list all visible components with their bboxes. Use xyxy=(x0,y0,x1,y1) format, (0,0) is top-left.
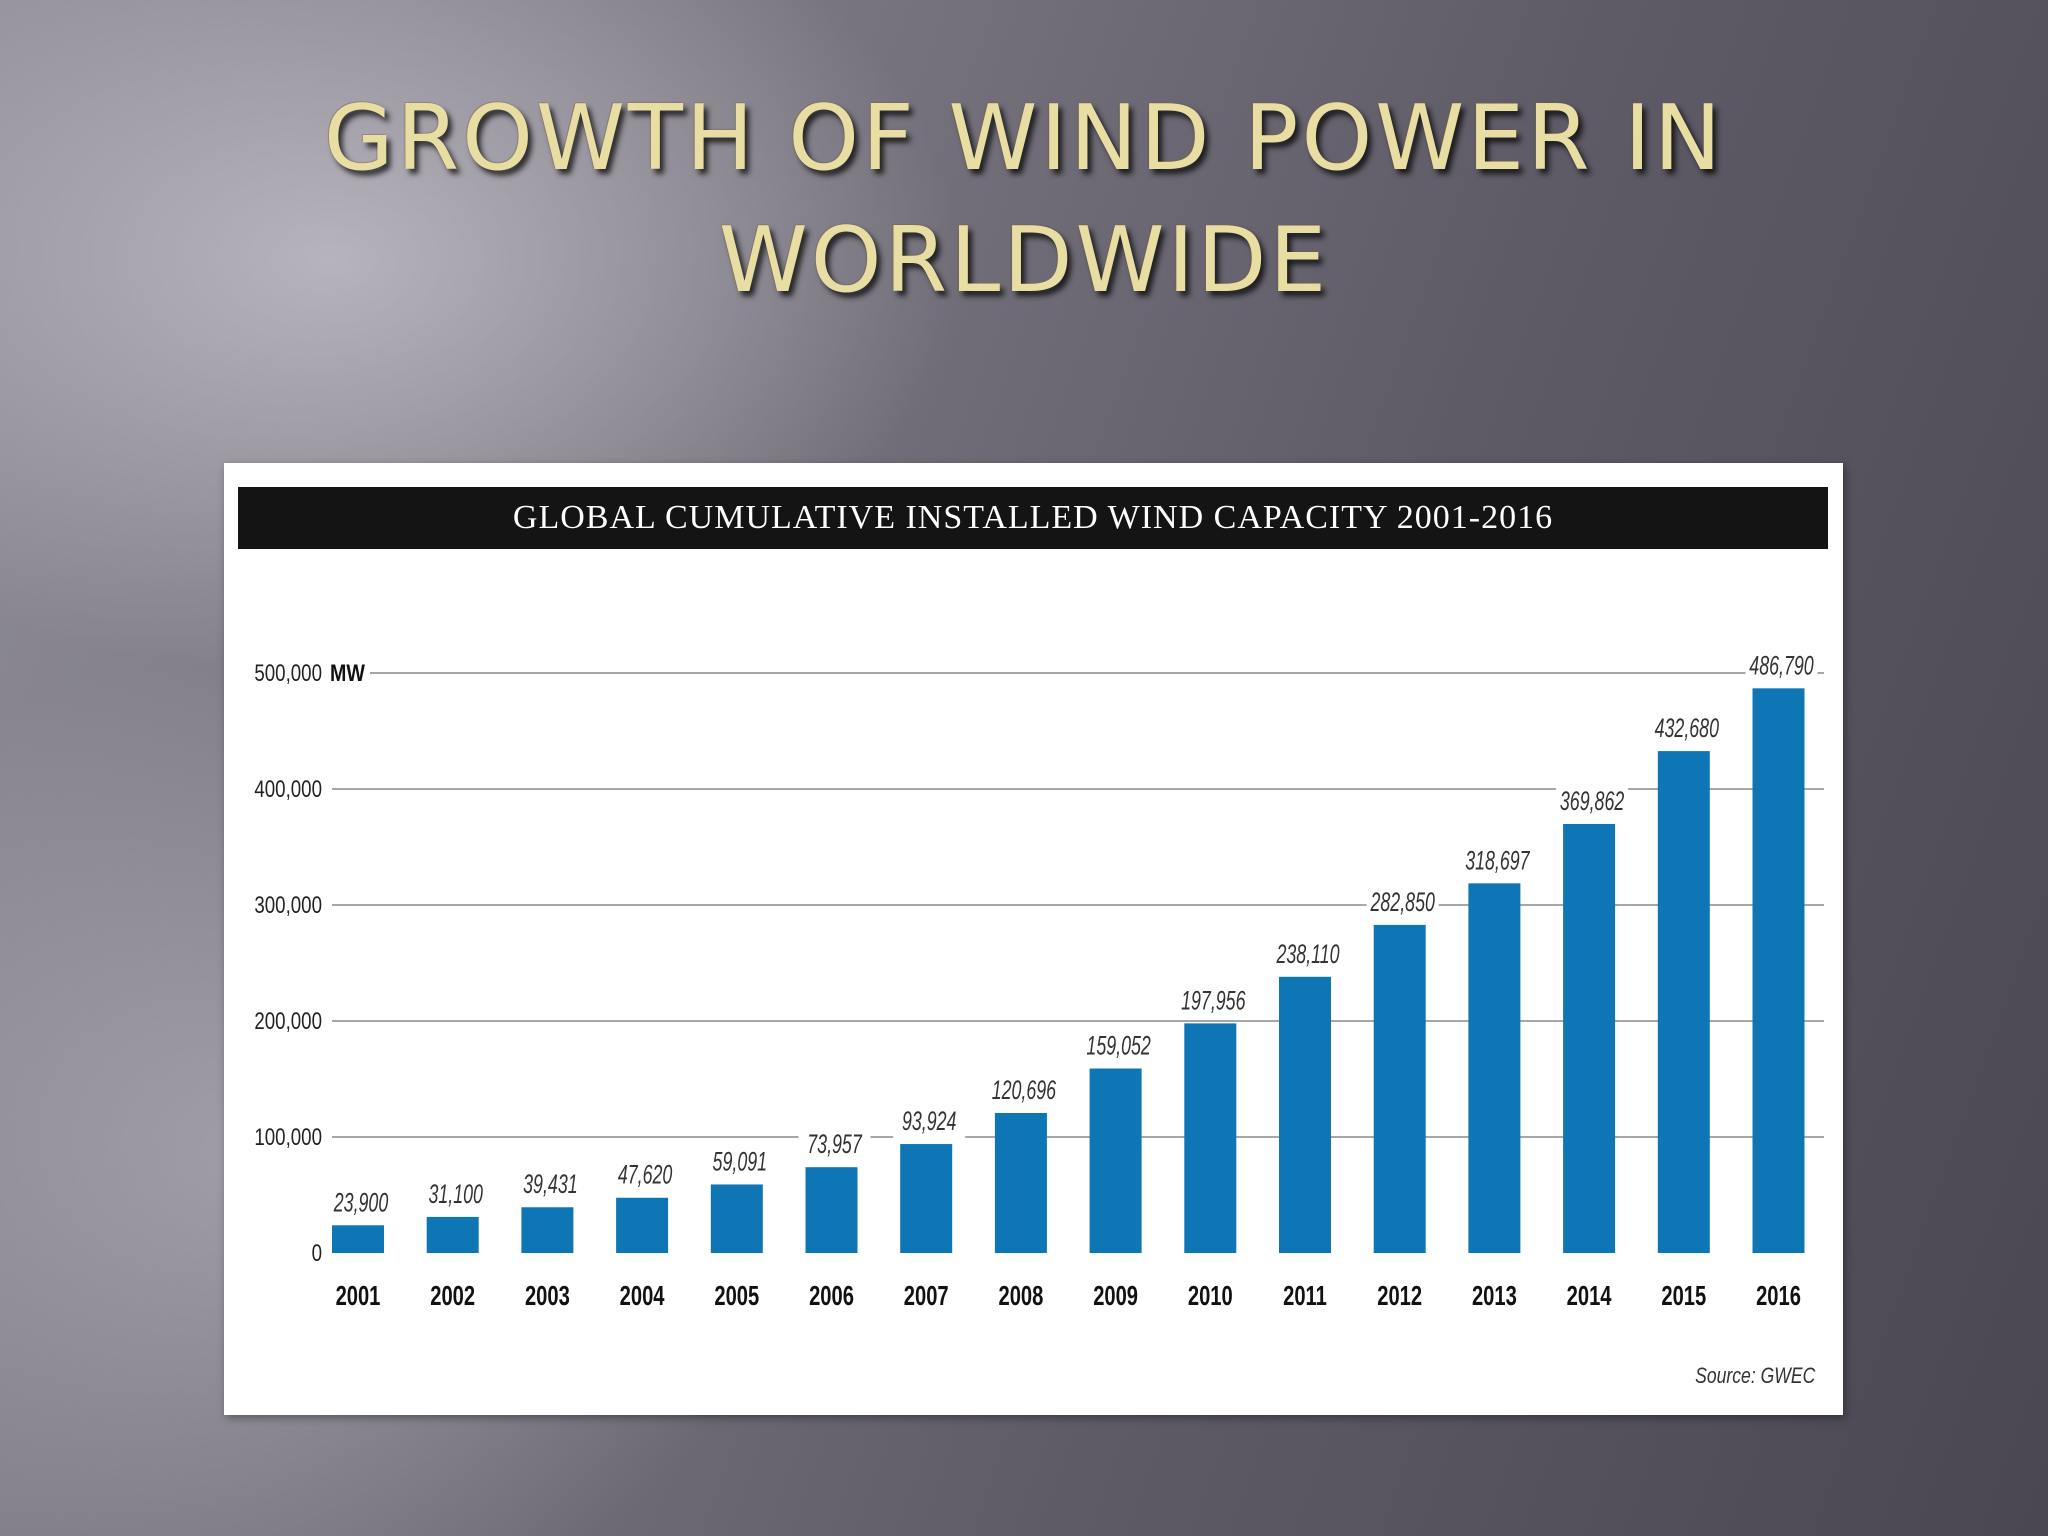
x-category-label: 2007 xyxy=(904,1281,949,1312)
bar-value-label: 59,091 xyxy=(713,1146,767,1177)
x-category-label: 2012 xyxy=(1377,1281,1422,1312)
bar xyxy=(616,1197,669,1253)
bar xyxy=(1089,1068,1142,1253)
bar xyxy=(1468,883,1521,1253)
bar-chart: 0 100,000 200,000 300,000 400,000 500,000 MW 23… xyxy=(254,648,1824,1312)
bar xyxy=(1657,751,1710,1253)
x-category-label: 2014 xyxy=(1567,1281,1612,1312)
y-unit-label-backing xyxy=(328,659,370,689)
value-label-backing xyxy=(1082,1028,1155,1063)
value-label-backing xyxy=(1556,783,1629,818)
bar xyxy=(332,1225,384,1253)
value-label-backing xyxy=(1461,843,1534,878)
value-label-backing xyxy=(893,1104,966,1139)
chart-card: GLOBAL CUMULATIVE INSTALLED WIND CAPACIT… xyxy=(224,463,1843,1415)
value-label-backing xyxy=(1745,648,1818,683)
value-label-backing xyxy=(609,1157,682,1192)
value-label-backing xyxy=(1272,936,1344,971)
slide-title-line-2: WORLDWIDE xyxy=(718,208,1330,313)
slide-title-line-1: GROWTH OF WIND POWER IN xyxy=(323,86,1725,191)
y-tick-label: 200,000 xyxy=(254,1008,322,1035)
value-label-backing xyxy=(703,1144,776,1179)
value-label-backing xyxy=(987,1072,1060,1107)
y-tick-label: 100,000 xyxy=(254,1124,322,1151)
bar-value-label: 159,052 xyxy=(1086,1030,1151,1061)
value-label-backing xyxy=(1650,711,1723,746)
x-category-label: 2001 xyxy=(336,1281,381,1312)
y-tick-label: 500,000 xyxy=(254,660,322,687)
x-category-label: 2003 xyxy=(525,1281,570,1312)
bar xyxy=(521,1207,574,1253)
bar-value-label: 486,790 xyxy=(1749,650,1814,681)
y-tick-label: 400,000 xyxy=(254,776,322,803)
value-label-backing xyxy=(514,1167,587,1202)
x-category-label: 2008 xyxy=(998,1281,1043,1312)
bar-value-label: 197,956 xyxy=(1181,985,1246,1016)
bar-value-label: 369,862 xyxy=(1560,785,1625,816)
bar-value-label: 31,100 xyxy=(428,1178,483,1209)
bar xyxy=(426,1216,479,1253)
bar-value-label: 47,620 xyxy=(618,1159,673,1190)
bar xyxy=(1373,924,1426,1253)
value-label-backing xyxy=(325,1185,397,1220)
bar-value-label: 120,696 xyxy=(992,1074,1057,1105)
x-category-label: 2015 xyxy=(1661,1281,1706,1312)
bar xyxy=(710,1184,763,1253)
y-tick-label: 0 xyxy=(312,1240,322,1267)
bar-value-label: 238,110 xyxy=(1276,938,1340,969)
slide-title: GROWTH OF WIND POWER IN WORLDWIDE xyxy=(0,78,2048,322)
value-label-backing xyxy=(1366,884,1439,919)
chart-source: Source: GWEC xyxy=(1694,1363,1815,1388)
value-label-backing xyxy=(419,1176,492,1211)
bar-value-label: 23,900 xyxy=(333,1186,388,1217)
bar xyxy=(994,1112,1047,1253)
bar-value-label: 93,924 xyxy=(902,1105,956,1136)
bar-value-label: 73,957 xyxy=(807,1128,862,1159)
x-category-label: 2013 xyxy=(1472,1281,1517,1312)
bar xyxy=(1279,976,1331,1253)
x-category-label: 2002 xyxy=(430,1281,475,1312)
x-category-label: 2006 xyxy=(809,1281,854,1312)
x-category-label: 2009 xyxy=(1093,1281,1138,1312)
bar xyxy=(900,1144,953,1253)
x-category-label: 2011 xyxy=(1283,1281,1327,1312)
x-category-label: 2005 xyxy=(714,1281,759,1312)
y-unit-label: MW xyxy=(330,659,365,686)
bar xyxy=(805,1167,858,1253)
bar-value-label: 282,850 xyxy=(1370,886,1435,917)
bar-value-label: 432,680 xyxy=(1655,712,1720,743)
x-category-label: 2016 xyxy=(1756,1281,1801,1312)
bar-value-label: 39,431 xyxy=(523,1168,577,1199)
x-category-label: 2010 xyxy=(1188,1281,1233,1312)
bar-value-label: 318,697 xyxy=(1465,845,1530,876)
x-category-label: 2004 xyxy=(620,1281,665,1312)
bar xyxy=(1752,688,1805,1253)
value-label-backing xyxy=(798,1127,871,1162)
bar xyxy=(1563,823,1616,1253)
bar xyxy=(1184,1023,1237,1253)
value-label-backing xyxy=(1177,983,1250,1018)
chart-title: GLOBAL CUMULATIVE INSTALLED WIND CAPACIT… xyxy=(238,487,1828,549)
y-tick-label: 300,000 xyxy=(254,892,322,919)
